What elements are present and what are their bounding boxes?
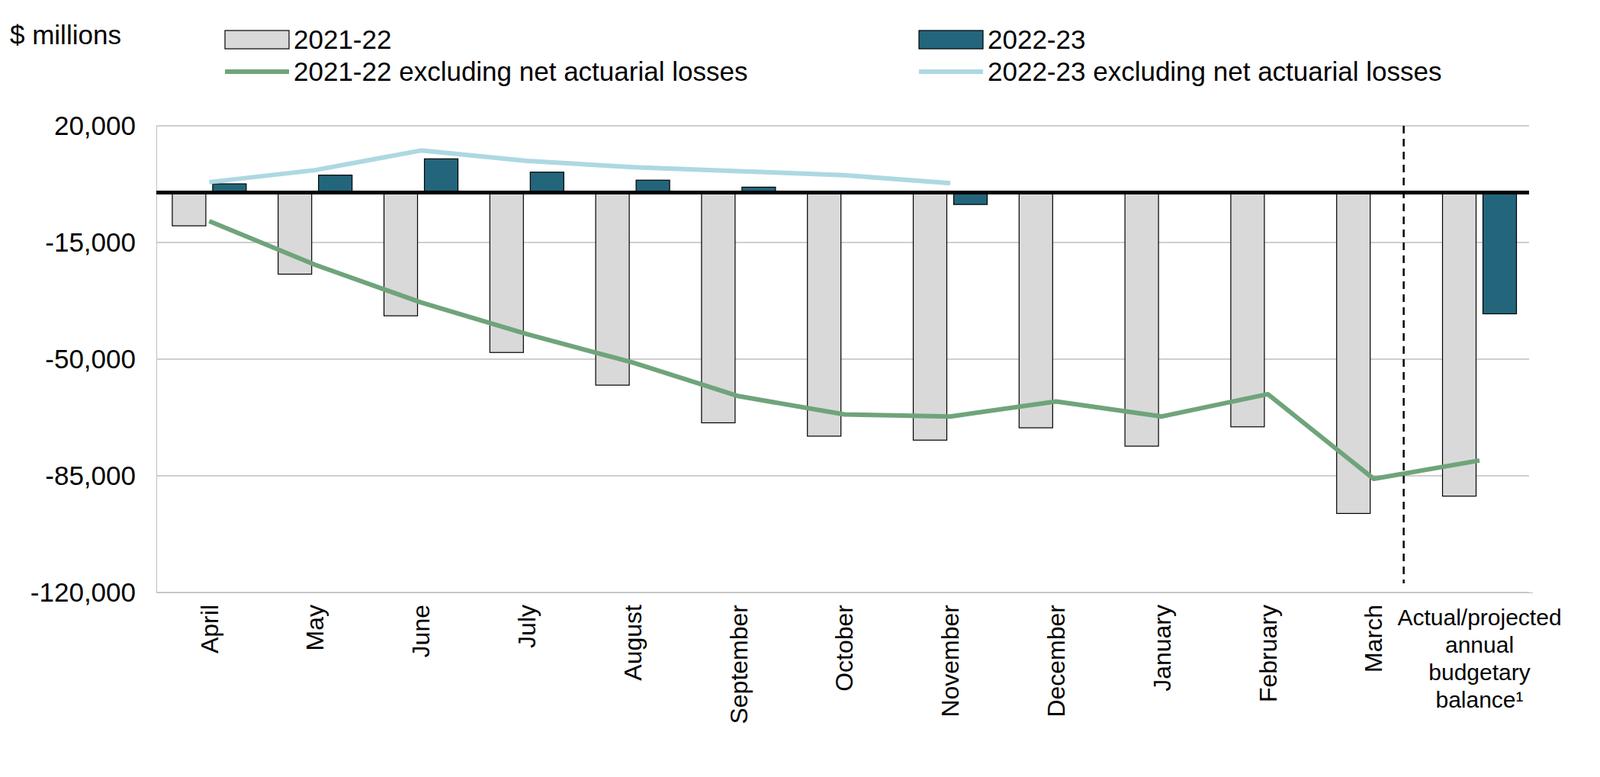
x-tick: May — [301, 592, 329, 651]
legend-swatch — [918, 30, 984, 49]
x-tick: Actual/projectedannualbudgetarybalance¹ — [1397, 592, 1562, 713]
legend-item: 2022-23 — [918, 24, 1086, 55]
line — [208, 150, 951, 184]
y-tick: -50,000 — [44, 343, 157, 374]
x-tick: September — [725, 592, 753, 725]
bar — [424, 158, 459, 193]
bar — [1124, 192, 1159, 447]
x-tick-label: February — [1254, 604, 1282, 703]
bar-series — [172, 192, 1477, 514]
legend-swatch — [224, 30, 290, 49]
x-tick: January — [1148, 592, 1176, 692]
x-tick-label: September — [725, 604, 753, 725]
y-axis: 20,000 -15,000 -50,000 -85,000 -120,000 — [30, 110, 158, 608]
legend-label: 2021-22 excluding net actuarial losses — [293, 56, 748, 87]
bar — [807, 192, 842, 437]
x-tick-label: May — [301, 604, 329, 651]
x-tick: August — [619, 592, 647, 682]
x-tick-label: July — [513, 604, 541, 649]
legend-label: 2022-23 excluding net actuarial losses — [987, 56, 1442, 87]
separator — [1402, 125, 1405, 584]
y-tick-label: -85,000 — [44, 460, 136, 491]
x-axis: April May June July August September October No… — [157, 592, 1562, 725]
x-tick-label: March — [1359, 604, 1388, 673]
zero-line — [156, 190, 1530, 195]
grid-line — [156, 358, 1530, 360]
bar — [1230, 192, 1265, 427]
y-tick-label: -120,000 — [30, 577, 136, 608]
y-tick-label: -15,000 — [44, 227, 136, 258]
x-tick: February — [1254, 592, 1282, 703]
x-tick-label: April — [195, 604, 224, 654]
bar — [913, 192, 948, 441]
y-tick-label: -50,000 — [44, 343, 136, 374]
x-tick-label: June — [407, 604, 435, 658]
legend-item: 2022-23 excluding net actuarial losses — [918, 56, 1442, 87]
bar — [1442, 192, 1477, 496]
x-tick: July — [513, 592, 541, 649]
legend: 2021-22 2022-23 2021-22 excluding net actu… — [224, 24, 1442, 87]
y-axis-title: $ millions — [9, 19, 122, 50]
x-tick: June — [407, 592, 435, 658]
line — [208, 221, 1480, 479]
y-tick: -15,000 — [44, 227, 157, 258]
bar — [530, 172, 564, 193]
x-tick-label: December — [1042, 604, 1070, 718]
legend-item: 2021-22 excluding net actuarial losses — [224, 56, 748, 87]
y-tick: -85,000 — [44, 460, 157, 491]
bar — [1018, 192, 1053, 428]
legend-swatch — [918, 69, 984, 74]
grid — [156, 125, 1530, 593]
bar — [318, 175, 353, 193]
grid-line — [156, 241, 1530, 244]
y-tick: 20,000 — [54, 110, 157, 141]
bar-series — [212, 158, 1517, 314]
x-tick-label: January — [1148, 604, 1176, 692]
x-tick-label: Actual/projectedannualbudgetarybalance¹ — [1397, 604, 1562, 713]
chart: 20,000 -15,000 -50,000 -85,000 -120,000 April… — [0, 0, 1600, 777]
x-tick: March — [1359, 592, 1388, 673]
y-tick-label: 20,000 — [54, 110, 136, 141]
x-axis-line — [157, 592, 1533, 594]
plot-area — [172, 150, 1517, 514]
x-tick-label: November — [936, 604, 964, 718]
legend-swatch — [224, 69, 290, 74]
legend-item: 2021-22 — [224, 24, 392, 55]
x-tick: April — [195, 592, 224, 654]
bar — [172, 192, 206, 226]
legend-label: 2022-23 — [987, 24, 1086, 55]
bar — [1483, 192, 1517, 314]
legend-label: 2021-22 — [293, 24, 392, 55]
x-tick-label: August — [619, 604, 647, 682]
y-axis-line — [156, 126, 158, 594]
grid-line — [156, 475, 1530, 477]
x-tick-label: October — [830, 604, 858, 692]
x-tick: December — [1042, 592, 1070, 718]
x-tick: October — [830, 592, 858, 692]
y-tick: -120,000 — [30, 577, 157, 608]
grid-line — [156, 125, 1530, 127]
x-tick: November — [936, 592, 964, 718]
